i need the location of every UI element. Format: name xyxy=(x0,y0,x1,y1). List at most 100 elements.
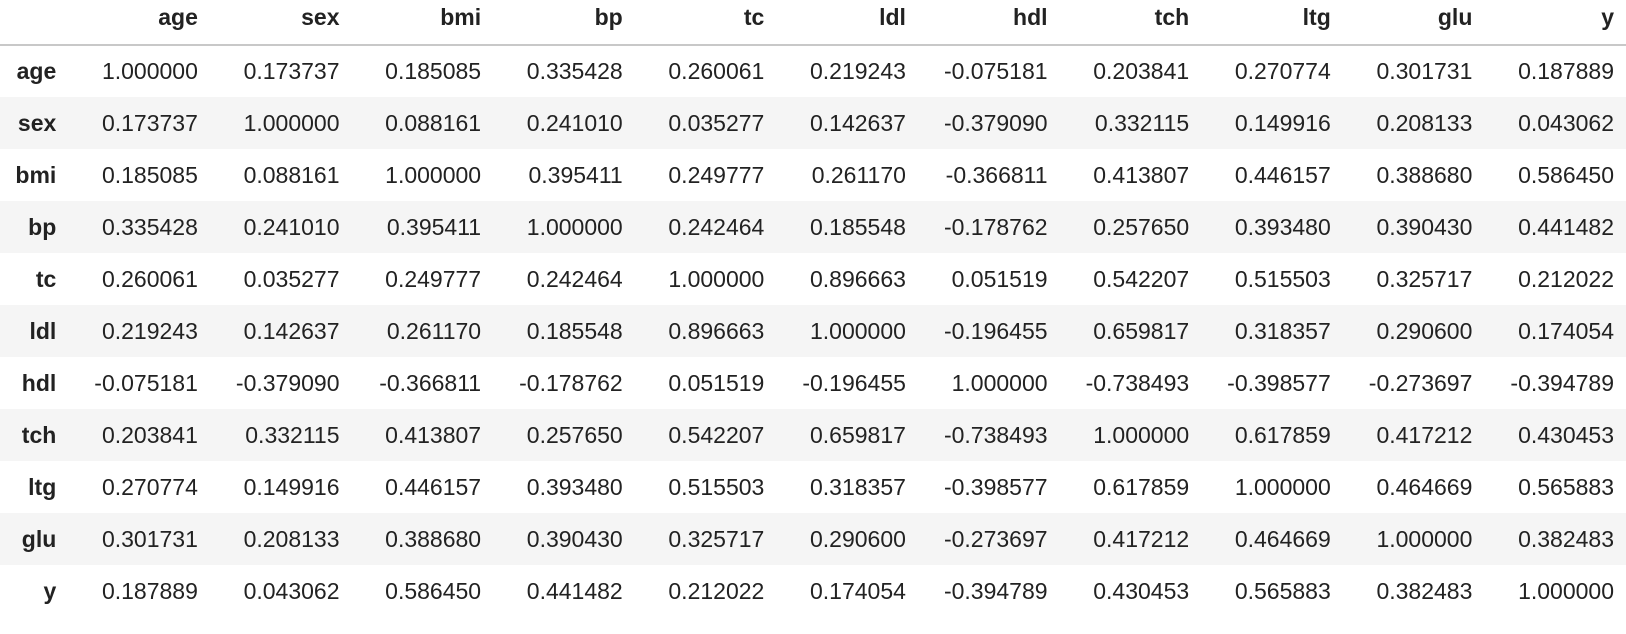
table-cell: 0.896663 xyxy=(810,265,906,292)
table-cell: 0.043062 xyxy=(243,577,340,604)
table-row: bmi 0.185085 0.088161 1.000000 0.395411 0.249… xyxy=(0,149,1626,201)
column-header-hdl: hdl xyxy=(917,0,1060,46)
table-cell: 0.173737 xyxy=(243,58,340,84)
table-cell: -0.178762 xyxy=(943,213,1048,240)
table-cell: 0.142637 xyxy=(810,109,906,136)
table-cell: 0.219243 xyxy=(101,317,198,344)
table-row: ltg 0.270774 0.149916 0.446157 0.393480 0.515… xyxy=(0,461,1626,513)
table-cell: 0.586450 xyxy=(385,577,482,604)
table-cell: 0.249777 xyxy=(668,161,765,188)
table-cell: 0.241010 xyxy=(526,109,623,136)
table-row: bp 0.335428 0.241010 0.395411 1.000000 0.2424… xyxy=(0,201,1626,253)
table-cell: 0.257650 xyxy=(526,421,623,448)
table-cell: -0.366811 xyxy=(945,161,1048,188)
table-cell: 0.187889 xyxy=(1518,58,1614,84)
table-cell: -0.075181 xyxy=(94,369,198,396)
table-cell: 0.413807 xyxy=(1093,161,1190,188)
table-cell: 0.260061 xyxy=(668,58,765,84)
column-header-glu: glu xyxy=(1342,0,1485,46)
column-header-ltg: ltg xyxy=(1201,0,1343,46)
table-cell: -0.394789 xyxy=(1510,369,1614,396)
row-label-bmi: bmi xyxy=(15,161,57,188)
table-cell: 0.617859 xyxy=(1234,421,1331,448)
table-cell: 0.203841 xyxy=(101,421,198,448)
table-cell: 0.088161 xyxy=(385,109,482,136)
table-cell: 0.382483 xyxy=(1376,577,1473,604)
table-cell: 0.390430 xyxy=(526,525,623,552)
table-cell: 0.261170 xyxy=(811,161,906,188)
column-header-sex: sex xyxy=(209,0,352,46)
table-cell: 0.542207 xyxy=(668,421,765,448)
row-label-bp: bp xyxy=(28,213,57,240)
row-label-glu: glu xyxy=(21,525,57,552)
table-cell: 1.000000 xyxy=(810,317,906,344)
table-cell: 0.318357 xyxy=(1234,317,1331,344)
row-label-sex: sex xyxy=(17,109,57,136)
table-cell: 0.335428 xyxy=(526,58,623,84)
column-header-bp: bp xyxy=(493,0,635,46)
table-cell: 0.542207 xyxy=(1093,265,1190,292)
table-cell: 0.393480 xyxy=(1234,213,1331,240)
table-row: age 1.000000 0.173737 0.185085 0.335428 0.260… xyxy=(0,45,1626,97)
table-cell: -0.366811 xyxy=(379,369,482,396)
table-cell: 0.382483 xyxy=(1518,525,1614,552)
table-cell: 0.441482 xyxy=(1518,213,1614,240)
table-cell: -0.398577 xyxy=(1227,369,1331,396)
table-cell: 0.325717 xyxy=(668,525,765,552)
table-cell: 0.242464 xyxy=(668,213,765,240)
table-cell: 1.000000 xyxy=(668,265,765,292)
table-cell: 0.185548 xyxy=(526,317,623,344)
column-header-bmi: bmi xyxy=(351,0,494,46)
table-cell: 0.219243 xyxy=(810,58,906,84)
table-cell: 0.187889 xyxy=(101,577,198,604)
row-label-tch: tch xyxy=(21,421,57,448)
table-cell: -0.075181 xyxy=(943,58,1048,84)
table-cell: 0.393480 xyxy=(526,473,623,500)
table-cell: 0.185085 xyxy=(385,58,482,84)
table-cell: 0.301731 xyxy=(1376,58,1473,84)
table-cell: 0.260061 xyxy=(101,265,198,292)
table-cell: 0.430453 xyxy=(1093,577,1190,604)
table-cell: 0.149916 xyxy=(1234,109,1331,136)
row-label-ldl: ldl xyxy=(29,317,57,344)
table-row: tch 0.203841 0.332115 0.413807 0.257650 0.542… xyxy=(0,409,1626,461)
table-cell: 0.051519 xyxy=(951,265,1048,292)
table-cell: 0.413807 xyxy=(385,421,482,448)
table-cell: -0.196455 xyxy=(943,317,1048,344)
table-cell: 0.617859 xyxy=(1093,473,1190,500)
table-cell: 0.441482 xyxy=(526,577,623,604)
table-cell: -0.738493 xyxy=(943,421,1048,448)
table-cell: 0.388680 xyxy=(385,525,482,552)
table-cell: 0.301731 xyxy=(101,525,198,552)
table-row: y 0.187889 0.043062 0.586450 0.441482 0.21202… xyxy=(0,565,1626,617)
table-cell: 0.390430 xyxy=(1376,213,1473,240)
table-cell: 0.395411 xyxy=(528,161,623,188)
table-row: hdl -0.075181 -0.379090 -0.366811 -0.178762 0… xyxy=(0,357,1626,409)
table-cell: 0.051519 xyxy=(668,369,765,396)
table-cell: 0.208133 xyxy=(243,525,340,552)
table-cell: 0.290600 xyxy=(810,525,906,552)
table-cell: 0.446157 xyxy=(385,473,482,500)
table-cell: 0.242464 xyxy=(526,265,623,292)
column-header-y: y xyxy=(1484,0,1626,46)
table-cell: 0.659817 xyxy=(1093,317,1190,344)
table-cell: 0.035277 xyxy=(668,109,765,136)
table-cell: 0.249777 xyxy=(385,265,482,292)
table-cell: 0.270774 xyxy=(1234,58,1331,84)
table-cell: 0.257650 xyxy=(1093,213,1190,240)
table-cell: 0.417212 xyxy=(1093,525,1190,552)
table-cell: 0.203841 xyxy=(1093,58,1190,84)
table-row: ldl 0.219243 0.142637 0.261170 0.185548 0.896… xyxy=(0,305,1626,357)
table-row: tc 0.260061 0.035277 0.249777 0.242464 1.0000… xyxy=(0,253,1626,305)
table-body: age 1.000000 0.173737 0.185085 0.335428 0.260… xyxy=(0,45,1626,617)
table-cell: 1.000000 xyxy=(1234,473,1331,500)
table-cell: 0.332115 xyxy=(245,421,340,448)
table-cell: 0.388680 xyxy=(1376,161,1473,188)
table-cell: 1.000000 xyxy=(951,369,1048,396)
table-cell: 0.212022 xyxy=(1518,265,1614,292)
table-cell: 1.000000 xyxy=(1518,577,1614,604)
table-cell: 0.212022 xyxy=(668,577,765,604)
table-cell: 1.000000 xyxy=(243,109,340,136)
table-header: age sex bmi bp tc ldl hdl tch ltg glu y xyxy=(0,0,1626,46)
table-cell: 0.174054 xyxy=(1518,317,1614,344)
